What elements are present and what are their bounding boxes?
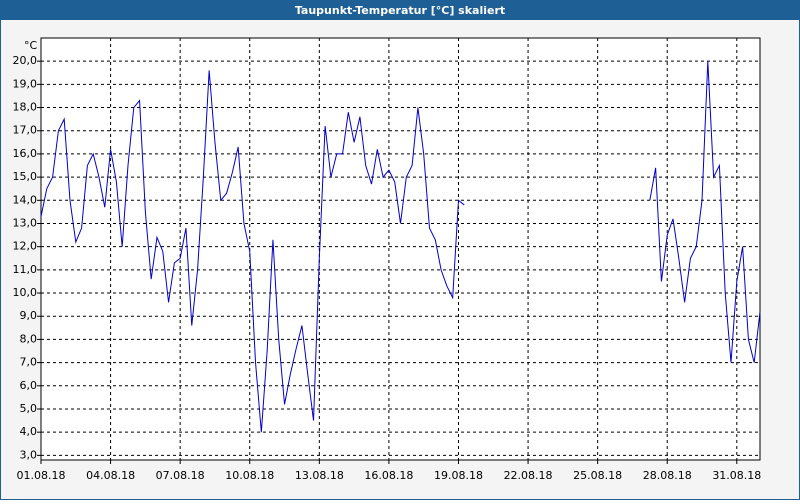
x-tick-label: 10.08.18 bbox=[225, 469, 274, 482]
x-tick-label: 31.08.18 bbox=[712, 469, 761, 482]
x-tick-label: 07.08.18 bbox=[156, 469, 205, 482]
y-tick-label: 12,0 bbox=[13, 240, 38, 253]
y-tick-label: 13,0 bbox=[13, 216, 38, 229]
y-tick-label: 4,0 bbox=[20, 425, 38, 438]
y-tick-label: 9,0 bbox=[20, 309, 38, 322]
y-unit: °C bbox=[24, 39, 38, 52]
title-bar bbox=[0, 0, 800, 20]
y-tick-label: 10,0 bbox=[13, 286, 38, 299]
y-tick-label: 8,0 bbox=[20, 332, 38, 345]
y-tick-label: 14,0 bbox=[13, 193, 38, 206]
y-tick-label: 7,0 bbox=[20, 356, 38, 369]
x-tick-label: 16.08.18 bbox=[364, 469, 413, 482]
y-tick-label: 18,0 bbox=[13, 101, 38, 114]
x-tick-label: 28.08.18 bbox=[643, 469, 692, 482]
y-tick-label: 6,0 bbox=[20, 379, 38, 392]
y-tick-label: 11,0 bbox=[13, 263, 38, 276]
y-tick-label: 15,0 bbox=[13, 170, 38, 183]
x-tick-label: 25.08.18 bbox=[573, 469, 622, 482]
y-tick-label: 19,0 bbox=[13, 77, 38, 90]
plot-area bbox=[40, 37, 761, 461]
x-tick-label: 19.08.18 bbox=[434, 469, 483, 482]
y-tick-label: 3,0 bbox=[20, 448, 38, 461]
data-line bbox=[40, 61, 761, 433]
x-tick-label: 01.08.18 bbox=[17, 469, 66, 482]
x-tick-label: 04.08.18 bbox=[86, 469, 135, 482]
y-tick-label: 17,0 bbox=[13, 124, 38, 137]
x-tick-label: 22.08.18 bbox=[504, 469, 553, 482]
x-tick-label: 13.08.18 bbox=[295, 469, 344, 482]
y-tick-label: 20,0 bbox=[13, 54, 38, 67]
y-tick-label: 5,0 bbox=[20, 402, 38, 415]
y-tick-label: 16,0 bbox=[13, 147, 38, 160]
chart-title: Taupunkt-Temperatur [°C] skaliert bbox=[295, 4, 505, 17]
